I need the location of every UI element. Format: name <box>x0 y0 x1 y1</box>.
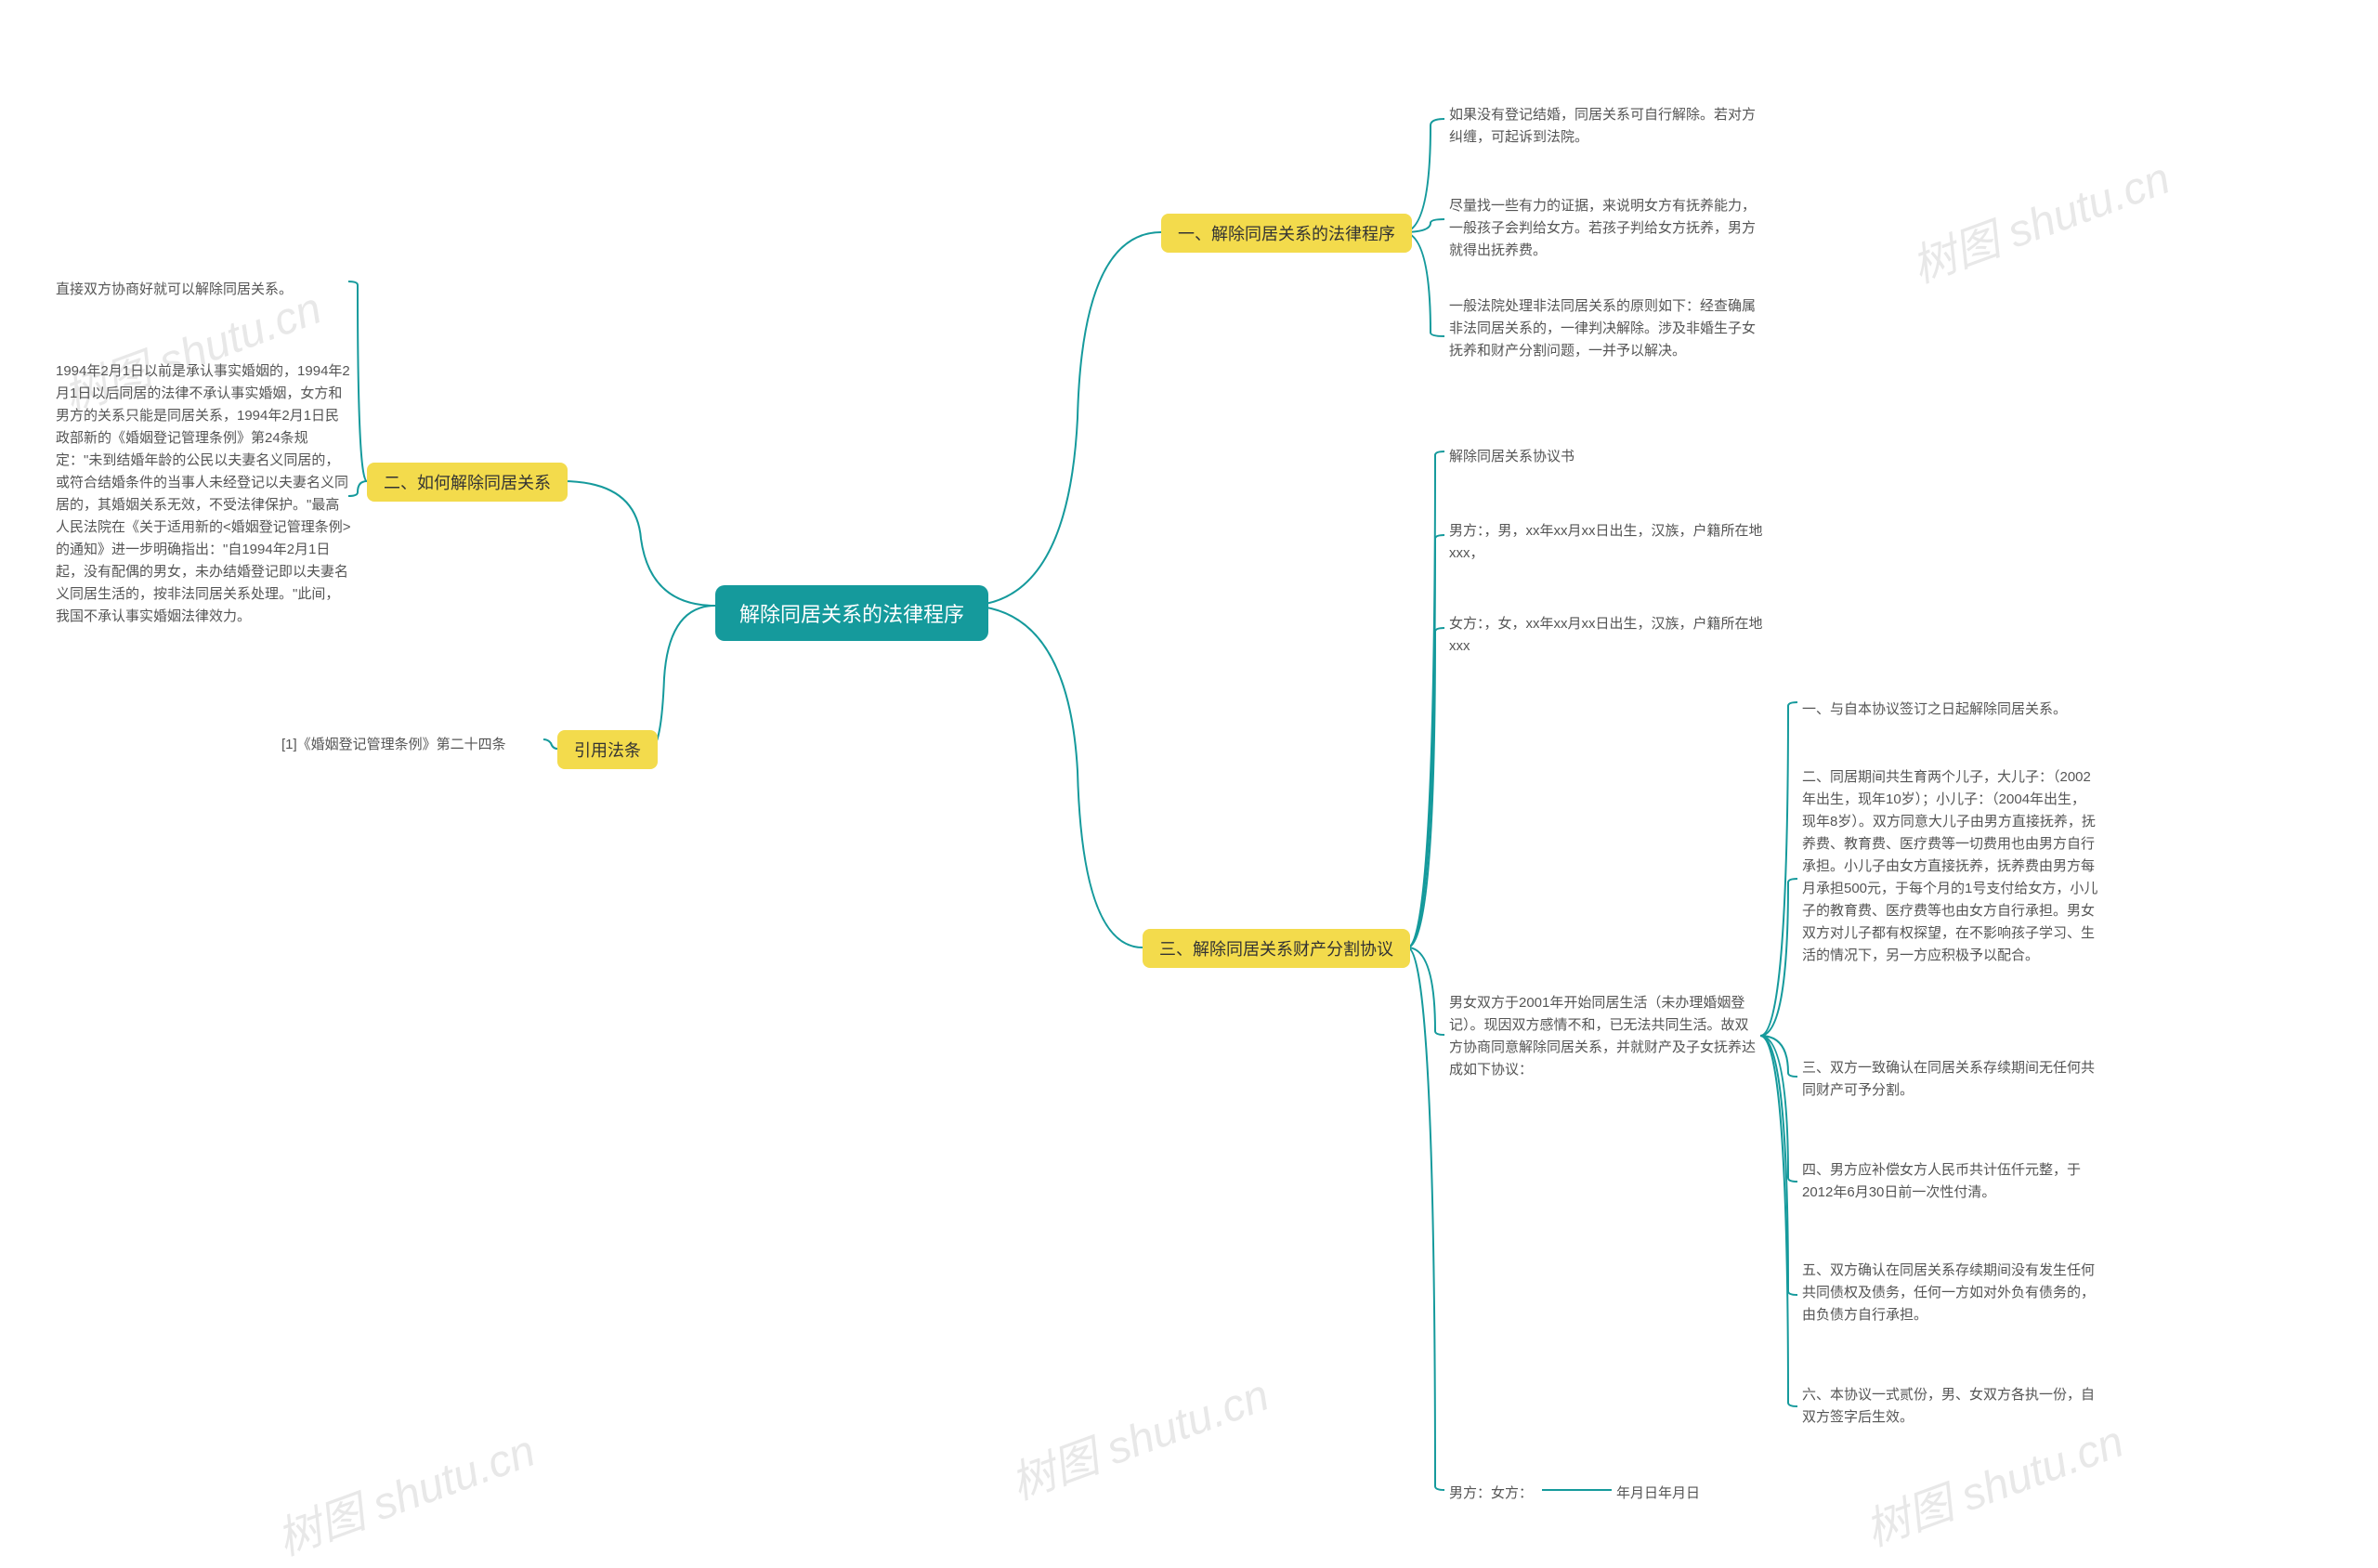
watermark: 树图 shutu.cn <box>267 1414 542 1567</box>
leaf-r3-1: 男方：，男，xx年xx月xx日出生，汉族，户籍所在地xxx， <box>1449 520 1765 565</box>
leaf-r3-3-2: 三、双方一致确认在同居关系存续期间无任何共同财产可予分割。 <box>1802 1057 2099 1102</box>
leaf-r1-1: 尽量找一些有力的证据，来说明女方有抚养能力，一般孩子会判给女方。若孩子判给女方抚… <box>1449 195 1765 262</box>
root-node[interactable]: 解除同居关系的法律程序 <box>715 585 988 641</box>
leaf-r3-3-4: 五、双方确认在同居关系存续期间没有发生任何共同债权及债务，任何一方如对外负有债务… <box>1802 1260 2099 1326</box>
branch-r3[interactable]: 三、解除同居关系财产分割协议 <box>1143 929 1410 968</box>
leaf-r3-2: 女方：，女，xx年xx月xx日出生，汉族，户籍所在地xxx <box>1449 613 1765 658</box>
watermark: 树图 shutu.cn <box>1901 141 2177 294</box>
branch-l1[interactable]: 引用法条 <box>557 730 658 769</box>
leaf-r3-3-1: 二、同居期间共生育两个儿子，大儿子：（2002年出生，现年10岁）；小儿子：（2… <box>1802 766 2099 967</box>
leaf-l2-0: 直接双方协商好就可以解除同居关系。 <box>56 279 293 301</box>
leaf-r3-4: 男方：女方： <box>1449 1483 1533 1505</box>
leaf-l1-0: [1]《婚姻登记管理条例》第二十四条 <box>281 734 506 756</box>
leaf-r3-3-3: 四、男方应补偿女方人民币共计伍仟元整，于2012年6月30日前一次性付清。 <box>1802 1159 2099 1204</box>
leaf-r1-2: 一般法院处理非法同居关系的原则如下：经查确属非法同居关系的，一律判决解除。涉及非… <box>1449 295 1765 362</box>
leaf-r3-4-0: 年月日年月日 <box>1616 1483 1700 1505</box>
branch-r1[interactable]: 一、解除同居关系的法律程序 <box>1161 214 1412 253</box>
leaf-r3-3-5: 六、本协议一式贰份，男、女双方各执一份，自双方签字后生效。 <box>1802 1384 2099 1429</box>
leaf-r3-0: 解除同居关系协议书 <box>1449 446 1574 468</box>
leaf-r1-0: 如果没有登记结婚，同居关系可自行解除。若对方纠缠，可起诉到法院。 <box>1449 104 1765 149</box>
branch-l2[interactable]: 二、如何解除同居关系 <box>367 463 568 502</box>
watermark: 树图 shutu.cn <box>1000 1358 1276 1511</box>
leaf-r3-3: 男女双方于2001年开始同居生活（未办理婚姻登记）。现因双方感情不和，已无法共同… <box>1449 992 1756 1081</box>
leaf-r3-3-0: 一、与自本协议签订之日起解除同居关系。 <box>1802 699 2067 721</box>
leaf-l2-1: 1994年2月1日以前是承认事实婚姻的，1994年2月1日以后同居的法律不承认事… <box>56 360 353 628</box>
